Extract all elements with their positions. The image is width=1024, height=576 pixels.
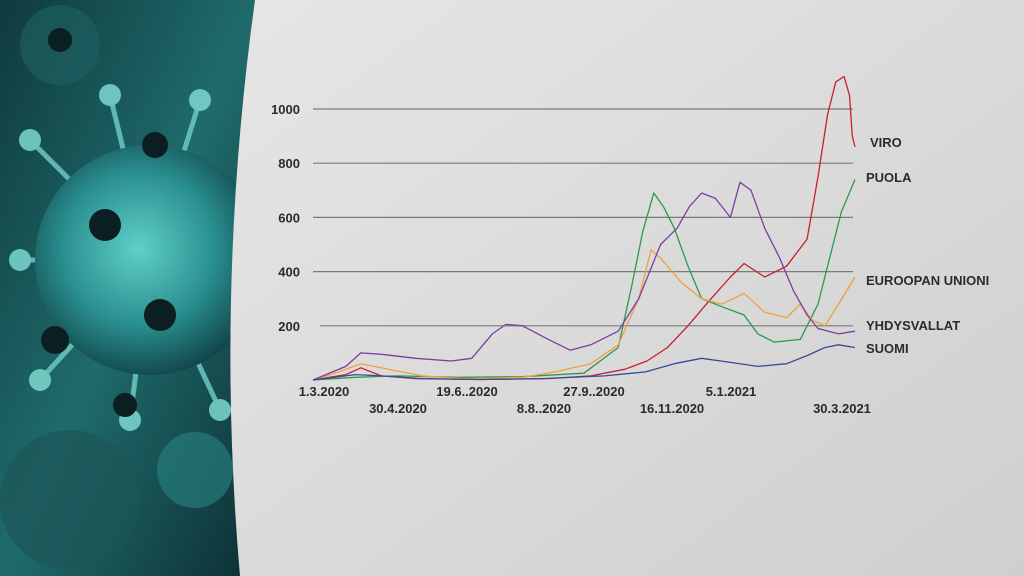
x-tick-label: 5.1.2021 [706,384,757,399]
x-tick-label: 27.9..2020 [563,384,624,399]
x-tick-label: 1.3.2020 [299,384,350,399]
series-line-suomi [312,344,856,381]
y-tick-label: 800 [278,156,300,171]
series-label-yhdysvallat: YHDYSVALLAT [866,318,960,333]
series-label-viro: VIRO [870,135,902,150]
gridlines [313,108,853,327]
x-tick-label: 30.3.2021 [813,401,871,416]
series-labels: VIRO PUOLA EUROOPAN UNIONI YHDYSVALLAT SUOMI [866,135,989,356]
x-tick-label: 19.6..2020 [436,384,497,399]
series-line-euroopan-unioni [312,249,856,381]
y-tick-label: 1000 [271,102,300,117]
x-tick-label: 8.8..2020 [517,401,571,416]
x-tick-label: 30.4.2020 [369,401,427,416]
y-tick-label: 200 [278,319,300,334]
series-label-euroopan-unioni: EUROOPAN UNIONI [866,273,989,288]
series-lines [312,75,856,381]
series-line-yhdysvallat [312,181,856,381]
series-label-puola: PUOLA [866,170,912,185]
x-axis-ticks: 1.3.2020 30.4.2020 19.6..2020 8.8..2020 27.9… [299,384,871,416]
series-label-suomi: SUOMI [866,341,909,356]
series-line-puola [312,179,856,381]
series-line-viro [312,75,856,381]
y-axis-ticks: 200 400 600 800 1000 [271,102,300,334]
x-tick-label: 16.11.2020 [640,401,704,416]
y-tick-label: 600 [278,210,300,225]
y-tick-label: 400 [278,265,300,280]
